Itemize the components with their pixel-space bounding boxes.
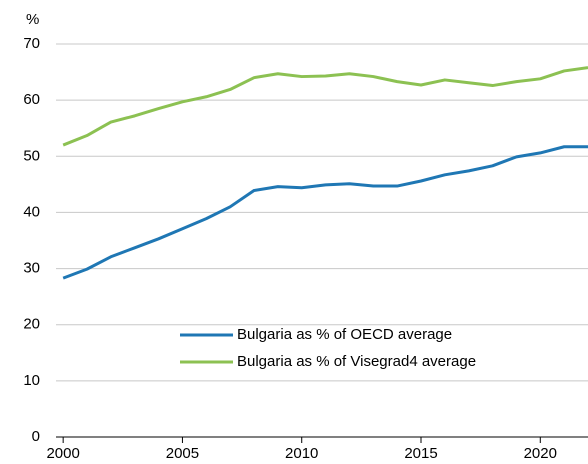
- y-tick-label: 10: [23, 372, 40, 389]
- x-tick-label: 2000: [46, 445, 79, 462]
- x-tick-label: 2010: [285, 445, 318, 462]
- x-tick-label: 2020: [524, 445, 557, 462]
- y-tick-label: 50: [23, 147, 40, 164]
- y-tick-label: 0: [32, 428, 40, 445]
- series-line: [62, 66, 588, 147]
- y-tick-label: 70: [23, 35, 40, 52]
- x-tick-label: 2015: [404, 445, 437, 462]
- series-line: [62, 145, 588, 280]
- y-tick-label: 60: [23, 91, 40, 108]
- y-tick-label: 20: [23, 316, 40, 333]
- x-tick-label: 2005: [166, 445, 199, 462]
- legend-label: Bulgaria as % of OECD average: [237, 326, 452, 343]
- y-unit-label: %: [26, 11, 39, 28]
- y-tick-label: 30: [23, 260, 40, 277]
- y-tick-label: 40: [23, 203, 40, 220]
- legend-label: Bulgaria as % of Visegrad4 average: [237, 353, 476, 370]
